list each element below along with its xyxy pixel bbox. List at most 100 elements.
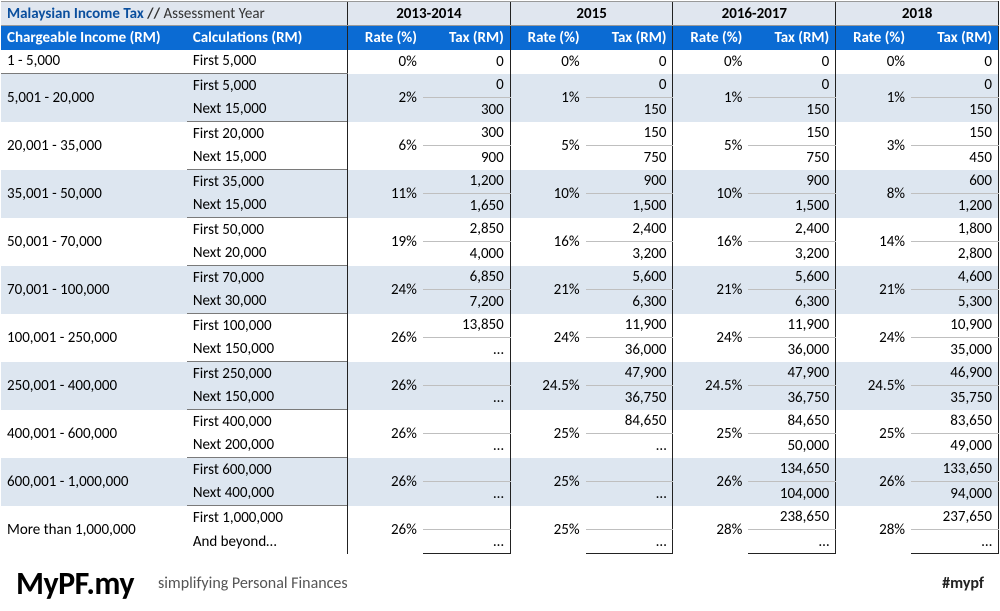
footer: MyPF.my simplifying Personal Finances #m… <box>0 556 1000 611</box>
col-rate-2: Rate (%) <box>673 26 748 50</box>
table-row: 250,001 - 400,000First 250,00026%24.5%47… <box>1 362 999 386</box>
rate-cell: 0% <box>673 50 748 74</box>
tax-cell: … <box>748 530 835 554</box>
calc-cell: First 5,000 <box>187 50 348 74</box>
tax-cell: 13,850 <box>423 314 510 338</box>
tax-cell: … <box>911 530 998 554</box>
tax-cell: 7,200 <box>423 290 510 314</box>
table-row: 400,001 - 600,000First 400,00026%25%84,6… <box>1 410 999 434</box>
tax-cell: 900 <box>748 170 835 194</box>
rate-cell: 24% <box>510 314 585 362</box>
tax-cell: … <box>586 434 673 458</box>
header-row-years: Malaysian Income Tax // Assessment Year … <box>1 2 999 26</box>
calc-cell: First 400,000 <box>187 410 348 434</box>
tax-cell <box>423 458 510 482</box>
rate-cell: 24.5% <box>673 362 748 410</box>
rate-cell: 10% <box>510 170 585 218</box>
tax-cell: 3,200 <box>748 242 835 266</box>
tax-cell: 150 <box>748 122 835 146</box>
tax-cell: 1,500 <box>748 194 835 218</box>
tax-cell: 47,900 <box>748 362 835 386</box>
rate-cell: 1% <box>836 74 911 122</box>
rate-cell: 0% <box>510 50 585 74</box>
tax-cell: 4,000 <box>423 242 510 266</box>
tax-cell: 0 <box>423 50 510 74</box>
tax-cell: 150 <box>911 122 998 146</box>
year-0: 2013-2014 <box>348 2 511 26</box>
tax-cell: … <box>586 530 673 554</box>
table-body: 1 - 5,000First 5,0000%00%00%00%05,001 - … <box>1 50 999 554</box>
tax-cell: 3,200 <box>586 242 673 266</box>
calc-cell: Next 400,000 <box>187 482 348 506</box>
calc-cell: First 35,000 <box>187 170 348 194</box>
rate-cell: 26% <box>348 362 423 410</box>
rate-cell: 8% <box>836 170 911 218</box>
title-main: Malaysian Income Tax <box>7 5 144 23</box>
income-bracket: 400,001 - 600,000 <box>1 410 187 458</box>
calc-cell: Next 30,000 <box>187 290 348 314</box>
header-row-cols: Chargeable Income (RM) Calculations (RM)… <box>1 26 999 50</box>
col-rate-0: Rate (%) <box>348 26 423 50</box>
tax-cell: … <box>423 338 510 362</box>
rate-cell: 14% <box>836 218 911 266</box>
table-title: Malaysian Income Tax // Assessment Year <box>1 2 348 26</box>
table-row: 600,001 - 1,000,000First 600,00026%25%26… <box>1 458 999 482</box>
col-tax-3: Tax (RM) <box>911 26 998 50</box>
rate-cell: 25% <box>510 410 585 458</box>
calc-cell: And beyond… <box>187 530 348 554</box>
income-bracket: 250,001 - 400,000 <box>1 362 187 410</box>
tax-cell: 150 <box>911 98 998 122</box>
calc-cell: First 50,000 <box>187 218 348 242</box>
rate-cell: 25% <box>510 506 585 554</box>
tax-cell: 5,300 <box>911 290 998 314</box>
tax-cell: 5,600 <box>586 266 673 290</box>
table-row: 20,001 - 35,000First 20,0006%3005%1505%1… <box>1 122 999 146</box>
tax-cell <box>586 458 673 482</box>
rate-cell: 2% <box>348 74 423 122</box>
tax-cell: 238,650 <box>748 506 835 530</box>
calc-cell: First 600,000 <box>187 458 348 482</box>
rate-cell: 24% <box>348 266 423 314</box>
tax-cell: 600 <box>911 170 998 194</box>
table-row: More than 1,000,000First 1,000,00026%25%… <box>1 506 999 530</box>
income-bracket: 70,001 - 100,000 <box>1 266 187 314</box>
calc-cell: First 70,000 <box>187 266 348 290</box>
tax-cell: 900 <box>423 146 510 170</box>
rate-cell: 26% <box>348 410 423 458</box>
table-row: 1 - 5,000First 5,0000%00%00%00%0 <box>1 50 999 74</box>
income-bracket: More than 1,000,000 <box>1 506 187 554</box>
income-bracket: 600,001 - 1,000,000 <box>1 458 187 506</box>
tax-cell: 1,500 <box>586 194 673 218</box>
rate-cell: 0% <box>348 50 423 74</box>
rate-cell: 26% <box>348 458 423 506</box>
rate-cell: 1% <box>673 74 748 122</box>
tax-cell: 0 <box>586 74 673 98</box>
table-row: 50,001 - 70,000First 50,00019%2,85016%2,… <box>1 218 999 242</box>
income-bracket: 35,001 - 50,000 <box>1 170 187 218</box>
tax-cell: 36,750 <box>586 386 673 410</box>
rate-cell: 24% <box>836 314 911 362</box>
rate-cell: 5% <box>673 122 748 170</box>
tax-cell: 2,400 <box>748 218 835 242</box>
tax-cell: 237,650 <box>911 506 998 530</box>
income-bracket: 20,001 - 35,000 <box>1 122 187 170</box>
col-rate-1: Rate (%) <box>510 26 585 50</box>
rate-cell: 24.5% <box>510 362 585 410</box>
tax-cell: 6,300 <box>586 290 673 314</box>
tax-cell: 4,600 <box>911 266 998 290</box>
footer-hashtag: #mypf <box>942 574 984 593</box>
calc-cell: Next 150,000 <box>187 386 348 410</box>
title-sub: Assessment Year <box>163 5 264 23</box>
tax-cell: 35,750 <box>911 386 998 410</box>
calc-cell: First 5,000 <box>187 74 348 98</box>
tax-cell: 11,900 <box>748 314 835 338</box>
tax-cell <box>586 506 673 530</box>
tax-cell: 450 <box>911 146 998 170</box>
tax-cell: 1,200 <box>911 194 998 218</box>
tax-cell: 750 <box>748 146 835 170</box>
rate-cell: 19% <box>348 218 423 266</box>
calc-cell: Next 20,000 <box>187 242 348 266</box>
tax-cell: 104,000 <box>748 482 835 506</box>
rate-cell: 24.5% <box>836 362 911 410</box>
rate-cell: 21% <box>673 266 748 314</box>
